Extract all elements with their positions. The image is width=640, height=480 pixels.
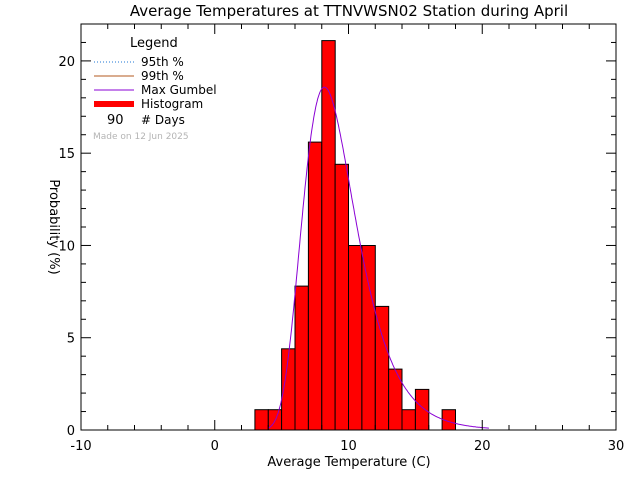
x-tick-label: 30 [608,439,625,454]
x-axis-label: Average Temperature (C) [267,455,430,470]
x-tick-label: 0 [211,439,219,454]
y-axis-label: Probability (%) [46,179,61,274]
x-tick-label: 10 [340,439,357,454]
legend-label-99th: 99th % [141,69,184,83]
legend-title: Legend [130,36,178,51]
histogram-bars [254,40,457,431]
chart-title: Average Temperatures at TTNVWSN02 Statio… [130,2,568,20]
x-tick-label: -10 [70,439,91,454]
histogram-bar [254,409,269,431]
legend-label-histogram: Histogram [141,97,203,111]
histogram-bar [334,163,350,431]
histogram-bar [321,40,336,431]
histogram-bar [414,388,430,431]
histogram-bar [307,141,323,431]
y-tick-label: 0 [67,424,75,439]
y-tick-label: 10 [58,239,75,254]
histogram-bar [388,368,403,431]
histogram-bar [401,409,416,431]
legend-days-label: # Days [141,113,185,127]
gumbel-curve [268,86,489,429]
histogram-bar [361,245,376,431]
y-tick-label: 15 [58,147,75,162]
legend-label-gumbel: Max Gumbel [141,83,217,97]
y-tick-label: 20 [58,55,75,70]
histogram-bar [374,305,390,431]
made-on-stamp: Made on 12 Jun 2025 [93,132,189,142]
legend: Legend 95th % 99th % Max Gumbel Histogra… [93,36,217,142]
histogram-bar [348,245,363,431]
legend-label-95th: 95th % [141,55,184,69]
legend-days-count: 90 [107,113,124,128]
x-tick-label: 20 [474,439,491,454]
y-tick-label: 5 [67,332,75,347]
histogram-bar [294,285,309,431]
